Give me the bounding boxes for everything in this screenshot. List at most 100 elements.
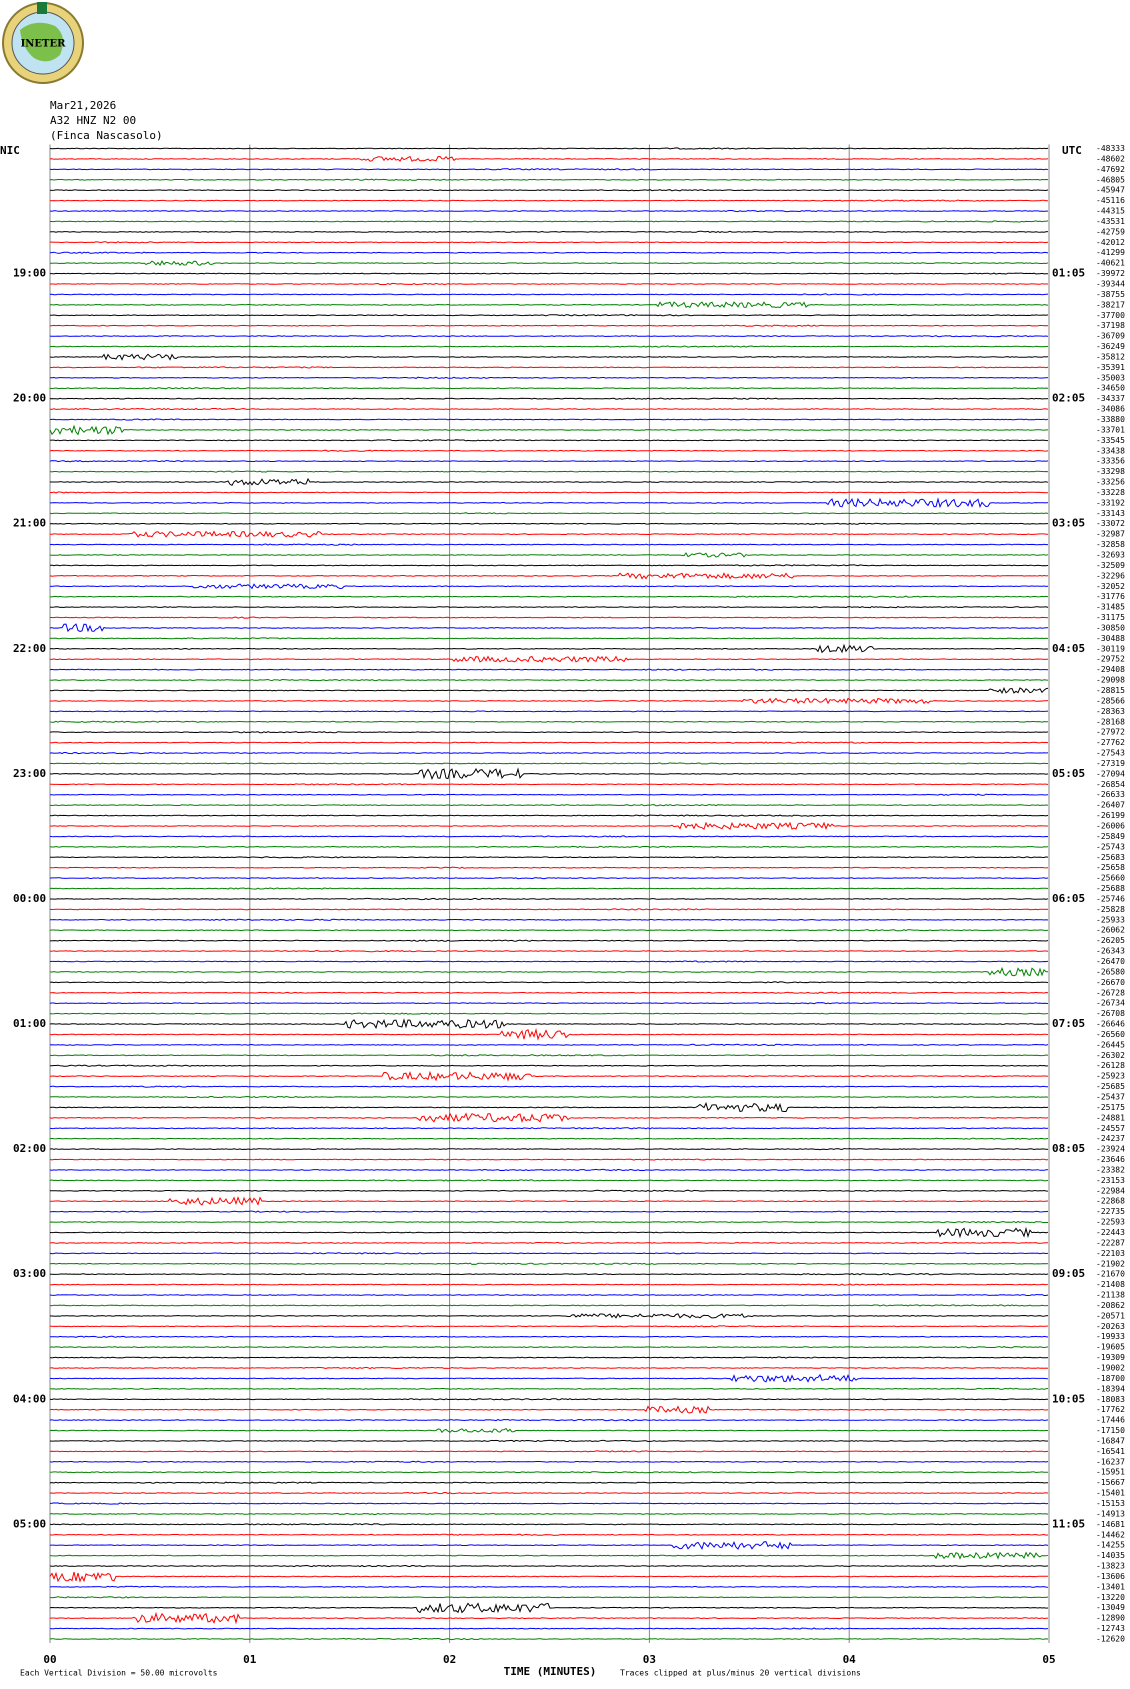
offset-label: -33701 — [1096, 425, 1125, 434]
offset-label: -30488 — [1096, 634, 1125, 643]
scale-note: Each Vertical Division = 50.00 microvolt… — [20, 1669, 218, 1678]
offset-label: -32509 — [1096, 561, 1125, 570]
offset-label: -24557 — [1096, 1124, 1125, 1133]
station: A32 HNZ N2 00 — [50, 114, 136, 127]
offset-label: -26633 — [1096, 790, 1125, 799]
offset-label: -22984 — [1096, 1186, 1125, 1195]
offset-label: -35812 — [1096, 352, 1125, 361]
trace — [49, 397, 1049, 400]
trace — [49, 1226, 1049, 1239]
offset-label: -26670 — [1096, 978, 1125, 987]
offset-label: -26006 — [1096, 822, 1125, 831]
trace — [49, 1241, 1049, 1245]
trace — [49, 1346, 1049, 1349]
offset-label: -33256 — [1096, 478, 1125, 487]
trace — [49, 876, 1049, 880]
trace — [49, 387, 1049, 390]
trace — [49, 1418, 1049, 1422]
left-time-label: 03:00 — [13, 1267, 46, 1280]
offset-label: -16237 — [1096, 1457, 1125, 1466]
offset-label: -33072 — [1096, 519, 1125, 528]
trace — [49, 189, 1049, 192]
trace — [49, 1373, 1049, 1383]
logo-flag — [37, 2, 47, 14]
trace — [49, 1148, 1049, 1151]
offset-label: -25933 — [1096, 915, 1125, 924]
offset-label: -20263 — [1096, 1322, 1125, 1331]
left-time-label: 02:00 — [13, 1142, 46, 1155]
right-time-label: 04:05 — [1052, 642, 1085, 655]
trace — [49, 1512, 1049, 1516]
trace — [49, 1405, 1049, 1414]
trace — [50, 1064, 1049, 1067]
trace — [49, 460, 1049, 463]
offset-label: -39972 — [1096, 269, 1125, 278]
x-axis-label: TIME (MINUTES) — [504, 1665, 597, 1678]
right-time-label: 07:05 — [1052, 1017, 1085, 1030]
trace — [50, 314, 1049, 317]
trace — [49, 1325, 1049, 1328]
site: (Finca Nascasolo) — [50, 129, 163, 142]
trace — [49, 1596, 1049, 1599]
left-time-label: 21:00 — [13, 517, 46, 530]
offset-label: -13823 — [1096, 1562, 1125, 1571]
trace — [49, 762, 1048, 765]
offset-label: -24237 — [1096, 1134, 1125, 1143]
offset-label: -25437 — [1096, 1093, 1125, 1102]
left-time-label: 05:00 — [13, 1517, 46, 1530]
trace — [49, 731, 1049, 734]
trace — [50, 497, 1049, 509]
trace — [49, 1627, 1049, 1630]
offset-label: -25746 — [1096, 894, 1125, 903]
offset-label: -48333 — [1096, 144, 1125, 153]
offset-label: -47692 — [1096, 165, 1125, 174]
offset-label: -32296 — [1096, 571, 1125, 580]
trace — [49, 241, 1049, 244]
offset-label: -23646 — [1096, 1155, 1125, 1164]
trace — [50, 616, 1049, 619]
trace — [49, 686, 1049, 694]
offset-label: -12620 — [1096, 1635, 1125, 1644]
trace — [49, 1313, 1049, 1319]
offset-label: -33143 — [1096, 509, 1125, 518]
offset-label: -16847 — [1096, 1436, 1125, 1445]
offset-label: -15667 — [1096, 1478, 1125, 1487]
trace — [49, 301, 1049, 309]
offset-label: -20571 — [1096, 1311, 1125, 1320]
offset-label: -26708 — [1096, 1009, 1125, 1018]
offset-label: -33228 — [1096, 488, 1125, 497]
logo: INETER — [2, 2, 84, 84]
offset-label: -26580 — [1096, 967, 1125, 976]
trace — [49, 1502, 1049, 1505]
offset-label: -29098 — [1096, 676, 1125, 685]
trace — [49, 1585, 1049, 1588]
left-axis-label: NIC — [0, 144, 20, 157]
offset-label: -22287 — [1096, 1238, 1125, 1247]
trace — [49, 552, 1049, 558]
right-time-label: 02:05 — [1052, 392, 1085, 405]
offset-label: -25923 — [1096, 1072, 1125, 1081]
trace — [50, 282, 1048, 286]
offset-label: -27762 — [1096, 738, 1125, 747]
offset-label: -23924 — [1096, 1145, 1125, 1154]
offset-label: -27094 — [1096, 769, 1125, 778]
left-time-label: 20:00 — [13, 392, 46, 405]
trace — [49, 407, 1049, 411]
trace — [50, 324, 1049, 327]
offset-label: -43531 — [1096, 217, 1125, 226]
offset-label: -18700 — [1096, 1374, 1125, 1383]
trace — [49, 491, 1049, 494]
trace — [49, 966, 1048, 978]
trace — [49, 449, 1049, 452]
offset-label: -13220 — [1096, 1593, 1125, 1602]
offset-label: -46805 — [1096, 175, 1125, 184]
offset-label: -34337 — [1096, 394, 1125, 403]
offset-label: -30850 — [1096, 623, 1125, 632]
offset-label: -27543 — [1096, 749, 1125, 758]
offset-label: -25683 — [1096, 853, 1125, 862]
offset-label: -17762 — [1096, 1405, 1125, 1414]
right-time-label: 05:05 — [1052, 767, 1085, 780]
offset-label: -29752 — [1096, 655, 1125, 664]
trace — [49, 418, 1049, 421]
x-tick-label: 05 — [1042, 1653, 1055, 1666]
